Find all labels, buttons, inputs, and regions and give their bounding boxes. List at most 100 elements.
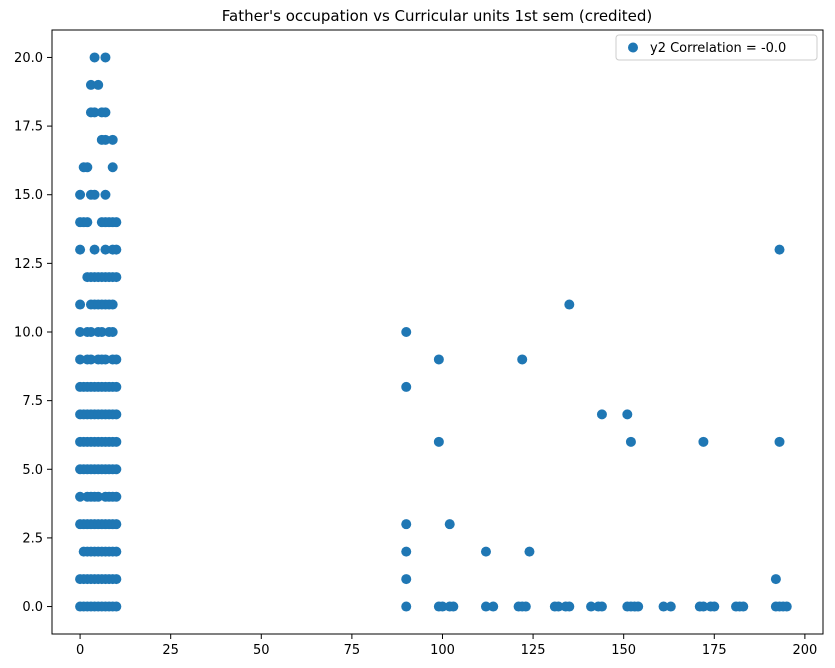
legend: y2 Correlation = -0.0: [615, 34, 818, 61]
scatter-point: [770, 574, 781, 585]
scatter-point: [111, 354, 122, 365]
scatter-point: [596, 409, 607, 420]
y-tick-label: 7.5: [22, 394, 43, 409]
scatter-point: [480, 546, 491, 557]
scatter-point: [774, 436, 785, 447]
scatter-point: [698, 436, 709, 447]
scatter-point: [111, 491, 122, 502]
scatter-point: [96, 327, 107, 337]
x-tick-label: 0: [76, 643, 84, 658]
scatter-point: [89, 189, 100, 200]
y-tick-label: 5.0: [22, 463, 43, 478]
x-tick-label: 125: [521, 643, 546, 658]
scatter-point: [401, 327, 412, 337]
scatter-point: [665, 601, 676, 612]
scatter-point: [111, 546, 122, 557]
x-axis: 0 25 50 75 100 125 150 175 200: [76, 634, 817, 658]
scatter-point: [709, 601, 720, 612]
scatter-point: [107, 327, 118, 337]
x-tick-label: 100: [430, 643, 455, 658]
x-tick-label: 200: [792, 643, 817, 658]
x-tick-label: 75: [344, 643, 361, 658]
scatter-point: [111, 601, 122, 612]
scatter-point: [111, 217, 122, 228]
scatter-point: [100, 134, 111, 145]
scatter-point: [448, 601, 459, 612]
scatter-point: [75, 491, 86, 502]
scatter-point: [433, 436, 444, 447]
scatter-point: [107, 299, 118, 310]
y-tick-label: 15.0: [14, 188, 43, 203]
scatter-point: [89, 52, 100, 63]
scatter-point: [480, 601, 491, 612]
scatter-point: [433, 354, 444, 365]
scatter-point: [401, 519, 412, 530]
y-tick-label: 20.0: [14, 51, 43, 66]
x-tick-label: 150: [611, 643, 636, 658]
scatter-point: [111, 464, 122, 475]
scatter-point: [75, 189, 86, 200]
scatter-point: [78, 162, 89, 173]
scatter-point: [85, 79, 96, 90]
scatter-point: [111, 272, 122, 283]
x-tick-label: 175: [702, 643, 727, 658]
scatter-point: [488, 601, 499, 612]
scatter-point: [75, 354, 86, 365]
y-tick-label: 17.5: [14, 120, 43, 135]
scatter-point: [444, 519, 455, 530]
chart-title: Father's occupation vs Curricular units …: [222, 7, 652, 25]
y-tick-label: 10.0: [14, 326, 43, 341]
scatter-point: [100, 52, 111, 63]
scatter-point: [75, 299, 86, 310]
scatter-point: [698, 601, 709, 612]
scatter-point: [85, 354, 96, 365]
y-tick-label: 2.5: [22, 531, 43, 546]
legend-label: y2 Correlation = -0.0: [650, 41, 786, 56]
scatter-point: [75, 327, 86, 337]
scatter-point: [520, 601, 531, 612]
scatter-point: [93, 79, 104, 90]
legend-marker: [628, 42, 638, 53]
scatter-point: [586, 601, 597, 612]
scatter-point: [100, 354, 111, 365]
scatter-point: [85, 327, 96, 337]
scatter-point: [553, 601, 564, 612]
scatter-point: [524, 546, 535, 557]
scatter-point: [111, 381, 122, 392]
x-tick-label: 25: [162, 643, 179, 658]
scatter-point: [100, 189, 111, 200]
scatter-point: [75, 244, 86, 255]
x-tick-label: 50: [253, 643, 270, 658]
y-tick-label: 0.0: [22, 600, 43, 615]
plot-frame: [51, 29, 824, 635]
scatter-point: [93, 491, 104, 502]
scatter-point: [625, 436, 636, 447]
scatter-point: [437, 601, 448, 612]
scatter-point: [401, 574, 412, 585]
scatter-point: [401, 601, 412, 612]
scatter-point: [564, 601, 575, 612]
scatter-point: [111, 244, 122, 255]
scatter-point: [622, 409, 633, 420]
scatter-point: [111, 574, 122, 585]
scatter-points: [75, 52, 792, 612]
scatter-point: [107, 162, 118, 173]
scatter-point: [107, 134, 118, 145]
scatter-point: [82, 217, 93, 228]
scatter-point: [111, 519, 122, 530]
scatter-point: [596, 601, 607, 612]
scatter-point: [781, 601, 792, 612]
legend-box: [615, 34, 818, 61]
scatter-point: [89, 244, 100, 255]
scatter-point: [564, 299, 575, 310]
scatter-point: [633, 601, 644, 612]
scatter-point: [100, 244, 111, 255]
y-axis: 0.0 2.5 5.0 7.5 10.0 12.5 15.0 17.5 20.0: [14, 51, 52, 615]
scatter-point: [111, 436, 122, 447]
scatter-point: [517, 354, 528, 365]
scatter-point: [658, 601, 669, 612]
scatter-point: [89, 107, 100, 118]
scatter-point: [738, 601, 749, 612]
